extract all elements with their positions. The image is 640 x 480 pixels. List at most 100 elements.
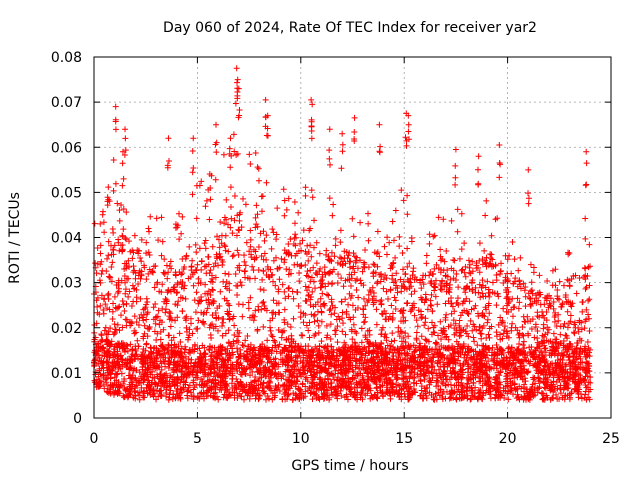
data-point bbox=[400, 278, 407, 285]
data-point bbox=[585, 315, 592, 322]
data-point bbox=[263, 179, 270, 186]
data-point bbox=[234, 327, 241, 334]
data-point bbox=[514, 295, 521, 302]
data-point bbox=[379, 311, 386, 318]
data-point bbox=[505, 308, 512, 315]
data-point bbox=[98, 292, 105, 299]
data-point bbox=[235, 251, 242, 258]
data-point bbox=[462, 273, 469, 280]
data-point bbox=[343, 308, 350, 315]
data-point bbox=[276, 387, 283, 394]
data-point bbox=[418, 333, 425, 340]
data-point bbox=[386, 313, 393, 320]
data-point bbox=[278, 334, 285, 341]
data-point bbox=[269, 226, 276, 233]
data-point bbox=[92, 260, 99, 267]
data-point bbox=[106, 273, 113, 280]
data-points bbox=[91, 65, 594, 403]
data-point bbox=[520, 332, 527, 339]
data-point bbox=[448, 310, 455, 317]
data-point bbox=[281, 306, 288, 313]
data-point bbox=[178, 271, 185, 278]
data-point bbox=[233, 232, 240, 239]
data-point bbox=[365, 220, 372, 227]
data-point bbox=[97, 250, 104, 257]
data-point bbox=[437, 246, 444, 253]
data-point bbox=[585, 311, 592, 318]
data-point bbox=[361, 295, 368, 302]
data-point bbox=[514, 391, 521, 398]
data-point bbox=[203, 263, 210, 270]
data-point bbox=[350, 321, 357, 328]
data-point bbox=[181, 282, 188, 289]
data-point bbox=[159, 238, 166, 245]
data-point bbox=[291, 199, 298, 206]
data-point bbox=[582, 391, 589, 398]
data-point bbox=[374, 280, 381, 287]
data-point bbox=[466, 375, 473, 382]
data-point bbox=[152, 300, 159, 307]
data-point bbox=[270, 337, 277, 344]
data-point bbox=[109, 259, 116, 266]
data-point bbox=[346, 264, 353, 271]
data-point bbox=[154, 279, 161, 286]
data-point bbox=[362, 246, 369, 253]
data-point bbox=[410, 342, 417, 349]
data-point bbox=[309, 194, 316, 201]
data-point bbox=[287, 236, 294, 243]
data-point bbox=[273, 348, 280, 355]
data-point bbox=[447, 276, 454, 283]
data-point bbox=[285, 293, 292, 300]
data-point bbox=[354, 276, 361, 283]
data-point bbox=[227, 392, 234, 399]
data-point bbox=[249, 263, 256, 270]
data-point bbox=[389, 218, 396, 225]
data-point bbox=[498, 260, 505, 267]
data-point bbox=[98, 271, 105, 278]
data-point bbox=[162, 309, 169, 316]
data-point bbox=[505, 344, 512, 351]
data-point bbox=[480, 293, 487, 300]
data-point bbox=[322, 283, 329, 290]
data-point bbox=[251, 313, 258, 320]
data-point bbox=[178, 230, 185, 237]
data-point bbox=[328, 379, 335, 386]
data-point bbox=[566, 283, 573, 290]
data-point bbox=[266, 395, 273, 402]
data-point bbox=[184, 336, 191, 343]
data-point bbox=[207, 353, 214, 360]
data-point bbox=[448, 217, 455, 224]
data-point bbox=[341, 394, 348, 401]
data-point bbox=[114, 321, 121, 328]
data-point bbox=[146, 228, 153, 235]
data-point bbox=[313, 260, 320, 267]
data-point bbox=[110, 300, 117, 307]
data-point bbox=[432, 293, 439, 300]
data-point bbox=[421, 299, 428, 306]
data-point bbox=[408, 291, 415, 298]
data-point bbox=[252, 307, 259, 314]
data-point bbox=[387, 345, 394, 352]
data-point bbox=[457, 312, 464, 319]
data-point bbox=[550, 378, 557, 385]
data-point bbox=[217, 218, 224, 225]
data-point bbox=[520, 341, 527, 348]
data-point bbox=[261, 388, 268, 395]
data-point bbox=[299, 332, 306, 339]
data-point bbox=[225, 327, 232, 334]
data-point bbox=[318, 318, 325, 325]
data-point bbox=[483, 254, 490, 261]
data-point bbox=[110, 331, 117, 338]
data-point bbox=[138, 258, 145, 265]
data-point bbox=[245, 299, 252, 306]
data-point bbox=[481, 247, 488, 254]
data-point bbox=[415, 307, 422, 314]
data-point bbox=[417, 392, 424, 399]
data-point bbox=[109, 308, 116, 315]
data-point bbox=[361, 318, 368, 325]
data-point bbox=[290, 295, 297, 302]
data-point bbox=[226, 316, 233, 323]
data-point bbox=[105, 238, 112, 245]
data-point bbox=[406, 260, 413, 267]
data-point bbox=[460, 340, 467, 347]
